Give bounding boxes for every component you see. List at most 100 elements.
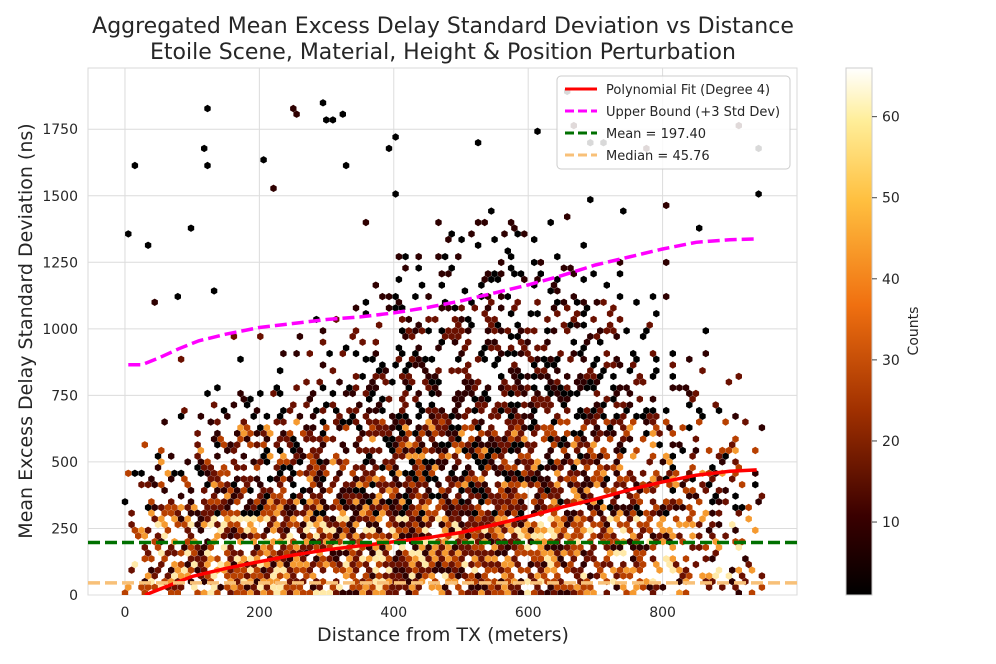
- hexbin-cell: [237, 583, 244, 591]
- hexbin-cell: [217, 526, 224, 534]
- hexbin-cell: [366, 566, 373, 574]
- hexbin-cell: [210, 515, 218, 523]
- hexbin-cell: [488, 412, 495, 420]
- hexbin-cell: [372, 372, 379, 381]
- hexbin-cell: [507, 401, 515, 409]
- hexbin-cell: [445, 475, 452, 483]
- hexbin-cell: [306, 486, 313, 495]
- hexbin-cell: [719, 583, 726, 591]
- hexbin-cell: [494, 492, 502, 500]
- hexbin-cell: [564, 589, 571, 595]
- hexbin-cell: [527, 401, 535, 409]
- hexbin-cell: [534, 127, 541, 135]
- hexbin-cell: [385, 509, 393, 517]
- hexbin-cell: [583, 589, 591, 595]
- hexbin-cell: [468, 515, 475, 523]
- hexbin-cell: [613, 446, 620, 455]
- hexbin-cell: [478, 566, 485, 574]
- hexbin-cell: [616, 566, 624, 574]
- hexbin-cell: [342, 389, 350, 398]
- hexbin-cell: [339, 441, 346, 449]
- hexbin-cell: [649, 349, 657, 358]
- hexbin-cell: [537, 372, 544, 381]
- hexbin-cell: [372, 463, 379, 472]
- hexbin-cell: [389, 446, 396, 455]
- hexbin-cell: [316, 515, 323, 523]
- hexbin-cell: [488, 298, 495, 306]
- hexbin-cell: [309, 492, 317, 500]
- hexbin-cell: [187, 555, 195, 563]
- hexbin-cell: [527, 424, 535, 432]
- hexbin-cell: [669, 532, 676, 540]
- hexbin-cell: [593, 515, 601, 523]
- hexbin-cell: [234, 429, 241, 438]
- hexbin-cell: [564, 418, 571, 426]
- hexbin-cell: [313, 566, 320, 574]
- hexbin-cell: [501, 389, 508, 398]
- hexbin-cell: [422, 572, 429, 580]
- hexbin-cell: [399, 566, 406, 574]
- hexbin-cell: [237, 492, 244, 500]
- hexbin-cell: [177, 492, 185, 500]
- hexbin-cell: [339, 349, 346, 358]
- hexbin-cell: [168, 452, 175, 460]
- hexbin-cell: [273, 418, 280, 426]
- hexbin-cell: [554, 481, 561, 489]
- hexbin-cell: [333, 498, 340, 506]
- hexbin-cell: [399, 543, 406, 552]
- hexbin-cell: [620, 481, 627, 489]
- hexbin-cell: [597, 509, 604, 517]
- hexbin-cell: [161, 520, 168, 529]
- hexbin-cell: [603, 281, 610, 289]
- hexbin-cell: [567, 458, 574, 466]
- hexbin-cell: [227, 498, 234, 506]
- hexbin-cell: [745, 560, 752, 569]
- hexbin-cell: [214, 418, 221, 426]
- hexbin-cell: [375, 424, 383, 432]
- hexbin-cell: [366, 498, 373, 506]
- y-tick-label: 0: [69, 588, 78, 604]
- hexbin-cell: [425, 292, 432, 301]
- hexbin-cell: [405, 327, 412, 335]
- hexbin-cell: [501, 378, 508, 386]
- hexbin-cell: [385, 532, 393, 540]
- hexbin-cell: [438, 406, 445, 415]
- hexbin-cell: [267, 475, 274, 483]
- hexbin-cell: [260, 509, 267, 517]
- hexbin-cell: [692, 446, 700, 455]
- hexbin-cell: [643, 577, 650, 586]
- hexbin-cell: [197, 469, 205, 477]
- hexbin-cell: [696, 520, 703, 529]
- hexbin-cell: [524, 577, 531, 586]
- hexbin-cell: [234, 532, 241, 540]
- hexbin-cell: [349, 560, 356, 569]
- hexbin-cell: [372, 509, 379, 517]
- hexbin-cell: [369, 526, 376, 534]
- hexbin-cell: [514, 560, 521, 569]
- hexbin-cell: [465, 498, 472, 506]
- hexbin-cell: [461, 481, 469, 489]
- hexbin-cell: [504, 418, 511, 426]
- hexbin-cell: [286, 498, 294, 506]
- hexbin-cell: [375, 549, 383, 557]
- hexbin-cell: [286, 475, 294, 483]
- hexbin-cell: [468, 321, 475, 329]
- hexbin-cell: [501, 458, 508, 466]
- series-poly-fit: [144, 468, 757, 595]
- hexbin-cell: [686, 355, 693, 363]
- hexbin-cell: [326, 349, 333, 358]
- hexbin-cell: [481, 310, 488, 318]
- hexbin-cell: [577, 520, 584, 529]
- hexbin-cell: [336, 412, 343, 420]
- hexbin-cell: [531, 395, 538, 403]
- hexbin-cell: [643, 327, 650, 335]
- hexbin-cell: [333, 406, 340, 415]
- hexbin-cell: [725, 378, 733, 386]
- hexbin-cell: [610, 532, 617, 540]
- hexbin-cell: [593, 503, 601, 512]
- hexbin-cell: [692, 560, 700, 569]
- hexbin-cell: [511, 349, 518, 358]
- hexbin-cell: [567, 583, 574, 591]
- hexbin-cell: [550, 463, 558, 472]
- hexbin-cell: [547, 583, 554, 591]
